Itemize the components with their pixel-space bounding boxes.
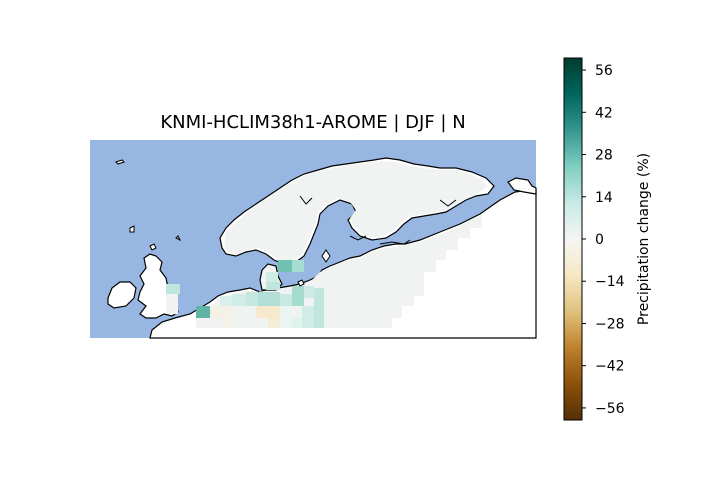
faroe-islands	[115, 159, 125, 165]
precip-cell	[314, 288, 324, 328]
colorbar-tick-label: −14	[595, 274, 625, 290]
map-title: KNMI-HCLIM38h1-AROME | DJF | N	[160, 112, 466, 133]
precip-cell	[302, 306, 314, 328]
precip-cell	[166, 284, 178, 294]
precip-cell	[258, 292, 280, 306]
precip-cell	[210, 306, 222, 318]
precip-cell	[292, 286, 304, 306]
orkney-islands	[149, 243, 157, 251]
gotland-island	[321, 249, 331, 263]
precip-cell	[232, 294, 246, 306]
bornholm-island	[297, 279, 305, 287]
colorbar-tick-label: 28	[595, 148, 613, 164]
precip-cell	[280, 294, 292, 306]
precip-cell	[220, 296, 232, 306]
colorbar-tick-label: −56	[595, 401, 625, 417]
domain-scandinavia	[224, 161, 488, 262]
colorbar-tick-label: −42	[595, 359, 625, 375]
precip-cell	[268, 318, 280, 328]
colorbar-ticks: 56 42 28 14 0 −14 −28 −42 −56	[582, 63, 625, 417]
precip-cell	[222, 306, 234, 328]
precip-cell	[292, 318, 302, 328]
precip-cell	[246, 292, 258, 306]
kola-peninsula	[507, 177, 537, 195]
precip-cell	[256, 306, 280, 318]
precip-cell	[292, 260, 304, 272]
precip-cell	[196, 306, 210, 318]
small-island	[175, 235, 182, 242]
precip-cell	[266, 272, 278, 282]
colorbar-tick-label: 0	[595, 232, 604, 248]
precip-cell	[278, 260, 292, 272]
colorbar-tick-label: 42	[595, 105, 613, 121]
precip-cell	[280, 306, 292, 328]
colorbar-gradient	[563, 57, 583, 421]
ireland-landmass	[107, 281, 137, 309]
precip-cell	[234, 306, 256, 328]
colorbar-tick-label: 56	[595, 63, 613, 79]
colorbar-label: Precipitation change (%)	[636, 153, 652, 325]
shetland-islands	[129, 225, 135, 233]
coastline-detail	[299, 195, 457, 245]
precip-cell	[304, 286, 314, 298]
colorbar-tick-label: −28	[595, 316, 625, 332]
colorbar-tick-label: 14	[595, 190, 613, 206]
precip-cell	[266, 282, 280, 290]
domain-gb-cell	[166, 294, 178, 314]
